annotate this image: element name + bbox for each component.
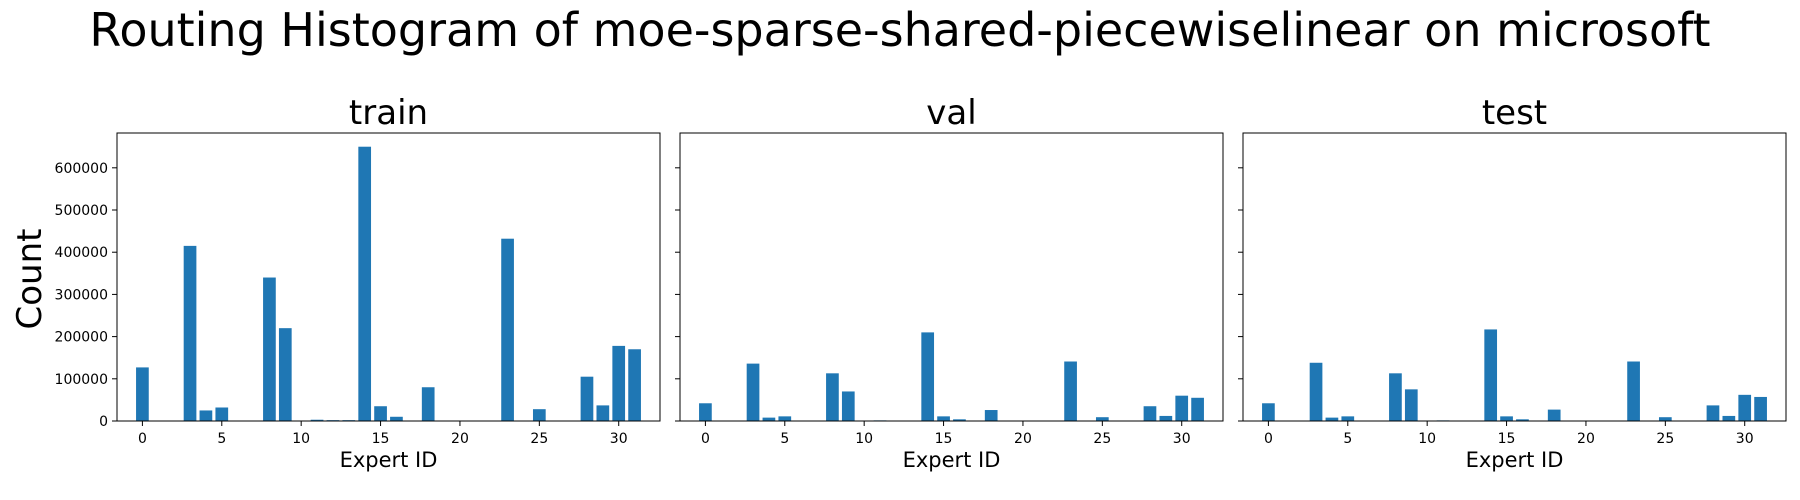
bar-val-expert-30 xyxy=(1175,395,1189,421)
bar-test-expert-8 xyxy=(1389,373,1402,421)
y-tick-label: 200000 xyxy=(55,330,108,346)
y-tick-label: 0 xyxy=(99,414,108,430)
panel-train: 0 5 10 15 20 25 30 0 100000 200000 300000 400000 500… xyxy=(55,93,661,472)
bar-val-expert-5 xyxy=(778,416,792,421)
y-tick-label: 600000 xyxy=(55,161,108,177)
bar-train-expert-23 xyxy=(501,238,514,421)
bar-train-expert-25 xyxy=(532,409,546,421)
bar-test-expert-18 xyxy=(1547,409,1561,421)
x-tick-label: 5 xyxy=(780,431,789,447)
bar-train-expert-18 xyxy=(421,387,435,421)
x-tick-label: 10 xyxy=(292,431,310,447)
bar-test-expert-30 xyxy=(1738,394,1752,421)
x-tick-label: 15 xyxy=(935,431,953,447)
bar-val-expert-15 xyxy=(937,416,950,421)
bar-test-expert-15 xyxy=(1500,416,1513,421)
bar-train-expert-3 xyxy=(183,245,197,421)
bar-val-expert-23 xyxy=(1064,361,1077,421)
bar-train-expert-4 xyxy=(199,410,213,421)
bar-train-expert-5 xyxy=(215,407,229,421)
figure-title: Routing Histogram of moe-sparse-shared-p… xyxy=(89,3,1711,57)
x-tick-label: 5 xyxy=(217,431,226,447)
bar-test-expert-9 xyxy=(1404,389,1418,421)
bar-val-expert-25 xyxy=(1095,417,1109,421)
bar-test-expert-31 xyxy=(1754,396,1767,421)
bar-val-expert-3 xyxy=(746,363,760,421)
axes-frame xyxy=(116,132,661,422)
bar-test-expert-16 xyxy=(1516,419,1529,421)
bar-test-expert-14 xyxy=(1484,329,1498,421)
bar-val-expert-14 xyxy=(921,332,935,421)
x-tick-label: 20 xyxy=(1577,431,1595,447)
panel-test: 0 5 10 15 20 25 30 test Expert ID xyxy=(1238,93,1787,472)
bar-train-expert-14 xyxy=(358,146,372,421)
x-tick-label: 25 xyxy=(1093,431,1111,447)
panel-title: test xyxy=(1482,93,1547,133)
x-tick-label: 25 xyxy=(530,431,548,447)
bar-train-expert-16 xyxy=(390,416,403,421)
bar-train-expert-9 xyxy=(278,328,292,421)
bar-val-expert-29 xyxy=(1159,415,1173,421)
y-tick-label: 300000 xyxy=(55,287,108,303)
bar-test-expert-0 xyxy=(1262,403,1275,421)
x-tick-label: 10 xyxy=(1418,431,1436,447)
bar-val-expert-31 xyxy=(1191,397,1204,421)
bar-train-expert-11 xyxy=(310,419,324,421)
panel-title: val xyxy=(926,93,976,133)
x-tick-label: 0 xyxy=(138,431,147,447)
x-tick-label: 20 xyxy=(1014,431,1032,447)
x-tick-label: 5 xyxy=(1343,431,1352,447)
x-tick-label: 15 xyxy=(1498,431,1516,447)
bar-val-expert-8 xyxy=(826,373,839,421)
x-axis-label: Expert ID xyxy=(903,448,1001,472)
x-axis-label: Expert ID xyxy=(1466,448,1564,472)
x-tick-label: 30 xyxy=(1173,431,1191,447)
bar-test-expert-25 xyxy=(1658,417,1672,421)
bar-test-expert-3 xyxy=(1309,362,1323,421)
panel-title: train xyxy=(349,93,428,133)
y-tick-label: 400000 xyxy=(55,245,108,261)
bar-train-expert-28 xyxy=(580,376,594,421)
bar-train-expert-29 xyxy=(596,405,610,421)
bar-test-expert-28 xyxy=(1706,405,1720,421)
bar-val-expert-16 xyxy=(953,419,966,421)
x-tick-label: 20 xyxy=(451,431,469,447)
bar-train-expert-15 xyxy=(374,406,387,421)
x-tick-label: 0 xyxy=(1264,431,1273,447)
x-axis-label: Expert ID xyxy=(340,448,438,472)
x-tick-label: 0 xyxy=(701,431,710,447)
bar-val-expert-28 xyxy=(1143,406,1157,421)
axes-frame xyxy=(1242,132,1787,422)
bar-val-expert-4 xyxy=(762,417,776,421)
y-tick-label: 100000 xyxy=(55,372,108,388)
bar-val-expert-0 xyxy=(699,403,712,421)
x-tick-label: 30 xyxy=(1736,431,1754,447)
bar-val-expert-9 xyxy=(841,391,855,421)
bar-test-expert-29 xyxy=(1722,415,1736,421)
bar-train-expert-31 xyxy=(628,349,641,421)
bar-train-expert-30 xyxy=(612,345,626,421)
x-tick-label: 15 xyxy=(372,431,390,447)
x-tick-label: 25 xyxy=(1656,431,1674,447)
y-tick-label: 500000 xyxy=(55,203,108,219)
x-tick-label: 30 xyxy=(610,431,628,447)
x-tick-label: 10 xyxy=(855,431,873,447)
bar-test-expert-4 xyxy=(1325,417,1339,421)
panel-val: 0 5 10 15 20 25 30 val Expert ID xyxy=(675,93,1224,472)
axes-frame xyxy=(679,132,1224,422)
bar-test-expert-5 xyxy=(1341,416,1355,421)
bar-train-expert-0 xyxy=(136,367,149,421)
bar-train-expert-8 xyxy=(263,277,276,421)
bar-test-expert-23 xyxy=(1627,361,1640,421)
bar-val-expert-18 xyxy=(984,410,998,421)
